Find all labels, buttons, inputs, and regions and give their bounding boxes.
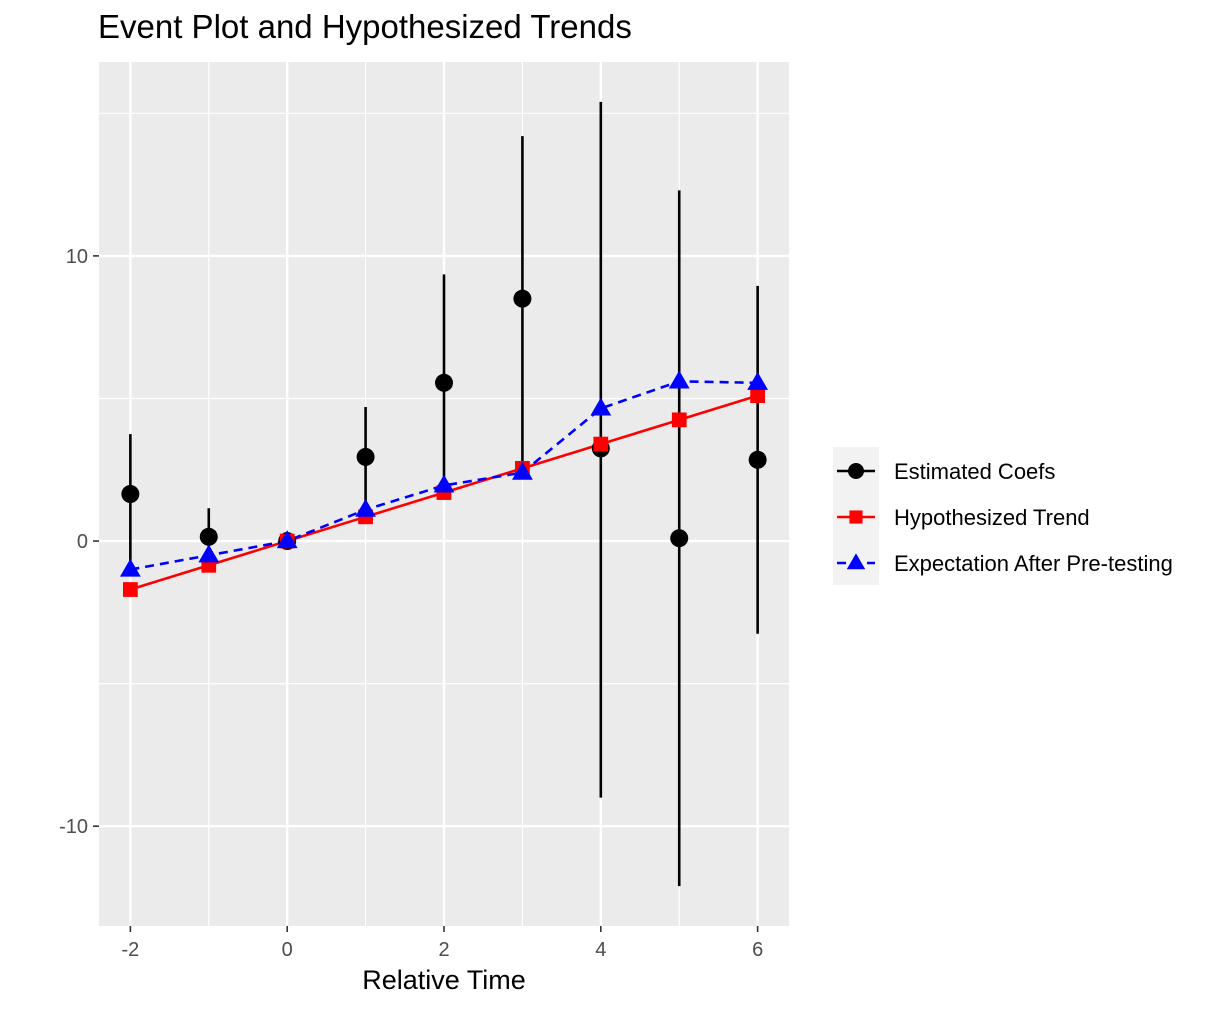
axis-ticks: -2 0 2 4 6 -10 0 10 (59, 246, 763, 961)
data-point (668, 370, 690, 389)
data-point (122, 582, 138, 597)
legend-item: Estimated Coefs (837, 459, 1055, 484)
legend-item: Expectation After Pre-testing (837, 551, 1173, 576)
data-point (355, 498, 376, 517)
legend-item: Hypothesized Trend (837, 505, 1090, 530)
legend-key-marker (846, 553, 866, 570)
data-point (121, 485, 140, 503)
data-point (670, 529, 689, 548)
chart-title: Event Plot and Hypothesized Trends (98, 8, 632, 45)
y-tick-label: -10 (59, 816, 88, 838)
y-tick-label: 10 (66, 246, 88, 268)
data-point (590, 397, 612, 416)
data-point (356, 447, 375, 466)
x-tick-label: 4 (595, 939, 606, 961)
data-point (593, 436, 609, 452)
x-tick-label: 2 (438, 939, 449, 961)
data-point (747, 371, 769, 390)
legend-label: Estimated Coefs (894, 459, 1055, 484)
data-point (119, 558, 141, 577)
x-tick-label: 0 (282, 939, 293, 961)
data-point (748, 450, 767, 469)
data-point (199, 527, 218, 546)
data-point (435, 373, 453, 392)
legend-key-marker (848, 463, 864, 479)
x-axis-title: Relative Time (362, 965, 526, 995)
data-point (276, 530, 298, 549)
legend-label: Hypothesized Trend (894, 505, 1090, 530)
x-tick-label: -2 (121, 939, 139, 961)
legend-label: Expectation After Pre-testing (894, 551, 1173, 576)
legend: Estimated Coefs Hypothesized Trend Expecta… (833, 447, 1173, 585)
data-point (750, 388, 766, 404)
legend-key-marker (849, 510, 863, 524)
series-line-2 (130, 380, 758, 571)
series-markers (119, 289, 769, 597)
y-tick-label: 0 (77, 531, 88, 553)
data-point (198, 544, 220, 563)
data-point (513, 289, 532, 308)
data-point (671, 412, 687, 428)
data-point (512, 461, 533, 480)
x-tick-label: 6 (752, 939, 763, 961)
data-point (433, 474, 455, 493)
